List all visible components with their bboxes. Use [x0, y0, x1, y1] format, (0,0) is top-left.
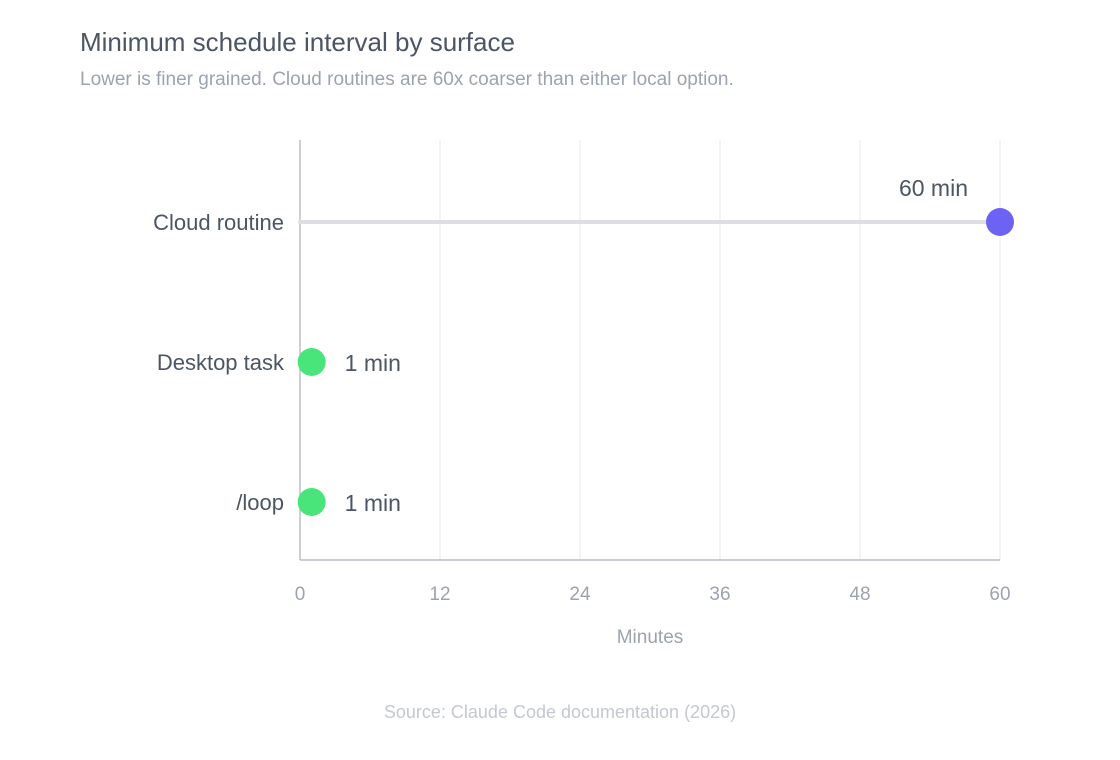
x-axis-title: Minutes [617, 627, 684, 648]
x-tick-label-5: 60 [989, 584, 1010, 605]
x-tick-label-3: 36 [709, 584, 730, 605]
category-label-1: Desktop task [157, 350, 285, 375]
x-tick-label-4: 48 [849, 584, 870, 605]
value-label-2: 1 min [345, 490, 401, 516]
x-tick-label-0: 0 [295, 584, 306, 605]
value-label-1: 1 min [345, 350, 401, 376]
value-label-0: 60 min [899, 175, 968, 201]
source-note: Source: Claude Code documentation (2026) [383, 702, 737, 722]
chart-subtitle: Lower is finer grained. Cloud routines a… [80, 69, 734, 90]
point-0 [986, 208, 1014, 236]
chart-title: Minimum schedule interval by surface [80, 27, 515, 57]
x-tick-label-1: 12 [429, 584, 450, 605]
x-tick-label-2: 24 [569, 584, 591, 605]
category-label-0: Cloud routine [153, 210, 284, 235]
point-2 [297, 488, 326, 516]
category-label-2: /loop [236, 490, 284, 515]
point-1 [297, 348, 326, 376]
